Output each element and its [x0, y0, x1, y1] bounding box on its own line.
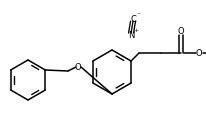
Text: O: O — [177, 27, 184, 36]
Text: N: N — [127, 30, 134, 40]
Text: C: C — [130, 15, 135, 23]
Text: O: O — [195, 48, 201, 57]
Text: ⁻: ⁻ — [135, 11, 139, 19]
Text: +: + — [133, 29, 138, 34]
Text: O: O — [74, 63, 81, 72]
